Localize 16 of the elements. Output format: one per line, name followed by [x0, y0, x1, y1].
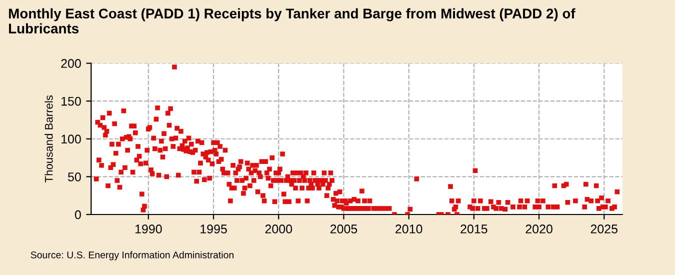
y-tick-label: 0 [74, 210, 81, 220]
x-tick-label: 2020 [526, 224, 552, 234]
chart-title: Monthly East Coast (PADD 1) Receipts by Tanker and Barge from Midwest (PADD 2) of Lubricants [9, 8, 576, 34]
x-tick-label: 1995 [200, 224, 227, 234]
x-tick-label: 2000 [265, 224, 292, 234]
y-tick-label: 50 [68, 172, 81, 182]
y-tick-label: 150 [62, 96, 81, 106]
source-note: Source: U.S. Energy Information Administration [30, 251, 234, 260]
x-tick-label: 2005 [330, 224, 358, 234]
y-axis-title: Thousand Barrels [44, 95, 53, 182]
x-tick-label: 2010 [396, 224, 422, 234]
y-tick-label: 100 [62, 134, 81, 144]
x-tick-label: 1990 [135, 224, 162, 234]
y-tick-label: 200 [61, 59, 81, 68]
x-tick-label: 2025 [590, 224, 618, 234]
x-tick-label: 2015 [460, 224, 488, 234]
